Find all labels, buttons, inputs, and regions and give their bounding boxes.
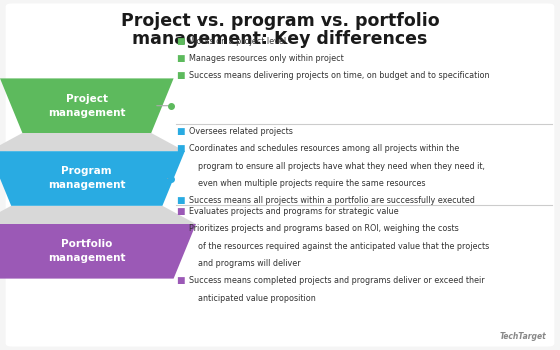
Text: management: management — [48, 181, 125, 190]
Text: management: management — [48, 108, 125, 118]
Text: and programs will deliver: and programs will deliver — [198, 259, 300, 268]
Text: Project: Project — [66, 94, 108, 104]
Text: ■: ■ — [176, 144, 185, 153]
Text: ■: ■ — [176, 276, 185, 285]
Polygon shape — [0, 206, 196, 224]
Text: Works on a project level: Works on a project level — [189, 37, 286, 46]
Text: Evaluates projects and programs for strategic value: Evaluates projects and programs for stra… — [189, 207, 398, 216]
Text: ■: ■ — [176, 127, 185, 136]
Text: of the resources required against the anticipated value that the projects: of the resources required against the an… — [198, 242, 489, 251]
Text: ■: ■ — [176, 207, 185, 216]
Text: TechTarget: TechTarget — [500, 332, 546, 341]
Text: Success means completed projects and programs deliver or exceed their: Success means completed projects and pro… — [189, 276, 484, 285]
Text: even when multiple projects require the same resources: even when multiple projects require the … — [198, 179, 425, 188]
Text: Project vs. program vs. portfolio: Project vs. program vs. portfolio — [121, 12, 439, 30]
Polygon shape — [0, 78, 174, 133]
Text: Prioritizes projects and programs based on ROI, weighing the costs: Prioritizes projects and programs based … — [189, 224, 459, 233]
Polygon shape — [0, 133, 185, 151]
Text: Oversees related projects: Oversees related projects — [189, 127, 292, 136]
Polygon shape — [0, 224, 196, 279]
FancyBboxPatch shape — [6, 4, 554, 346]
Text: Portfolio: Portfolio — [61, 239, 113, 249]
Text: Success means all projects within a portfolio are successfully executed: Success means all projects within a port… — [189, 196, 474, 205]
Text: ■: ■ — [176, 71, 185, 80]
Text: Coordinates and schedules resources among all projects within the: Coordinates and schedules resources amon… — [189, 144, 459, 153]
Text: management: Key differences: management: Key differences — [132, 30, 428, 48]
Text: ■: ■ — [176, 37, 185, 46]
Text: program to ensure all projects have what they need when they need it,: program to ensure all projects have what… — [198, 162, 484, 171]
Text: ■: ■ — [176, 196, 185, 205]
Text: management: management — [48, 253, 125, 263]
Text: ■: ■ — [176, 224, 185, 233]
Text: Manages resources only within project: Manages resources only within project — [189, 54, 343, 63]
Polygon shape — [0, 151, 185, 206]
Text: Program: Program — [62, 167, 112, 176]
Text: ■: ■ — [176, 54, 185, 63]
Text: Success means delivering projects on time, on budget and to specification: Success means delivering projects on tim… — [189, 71, 489, 80]
Text: anticipated value proposition: anticipated value proposition — [198, 294, 315, 303]
